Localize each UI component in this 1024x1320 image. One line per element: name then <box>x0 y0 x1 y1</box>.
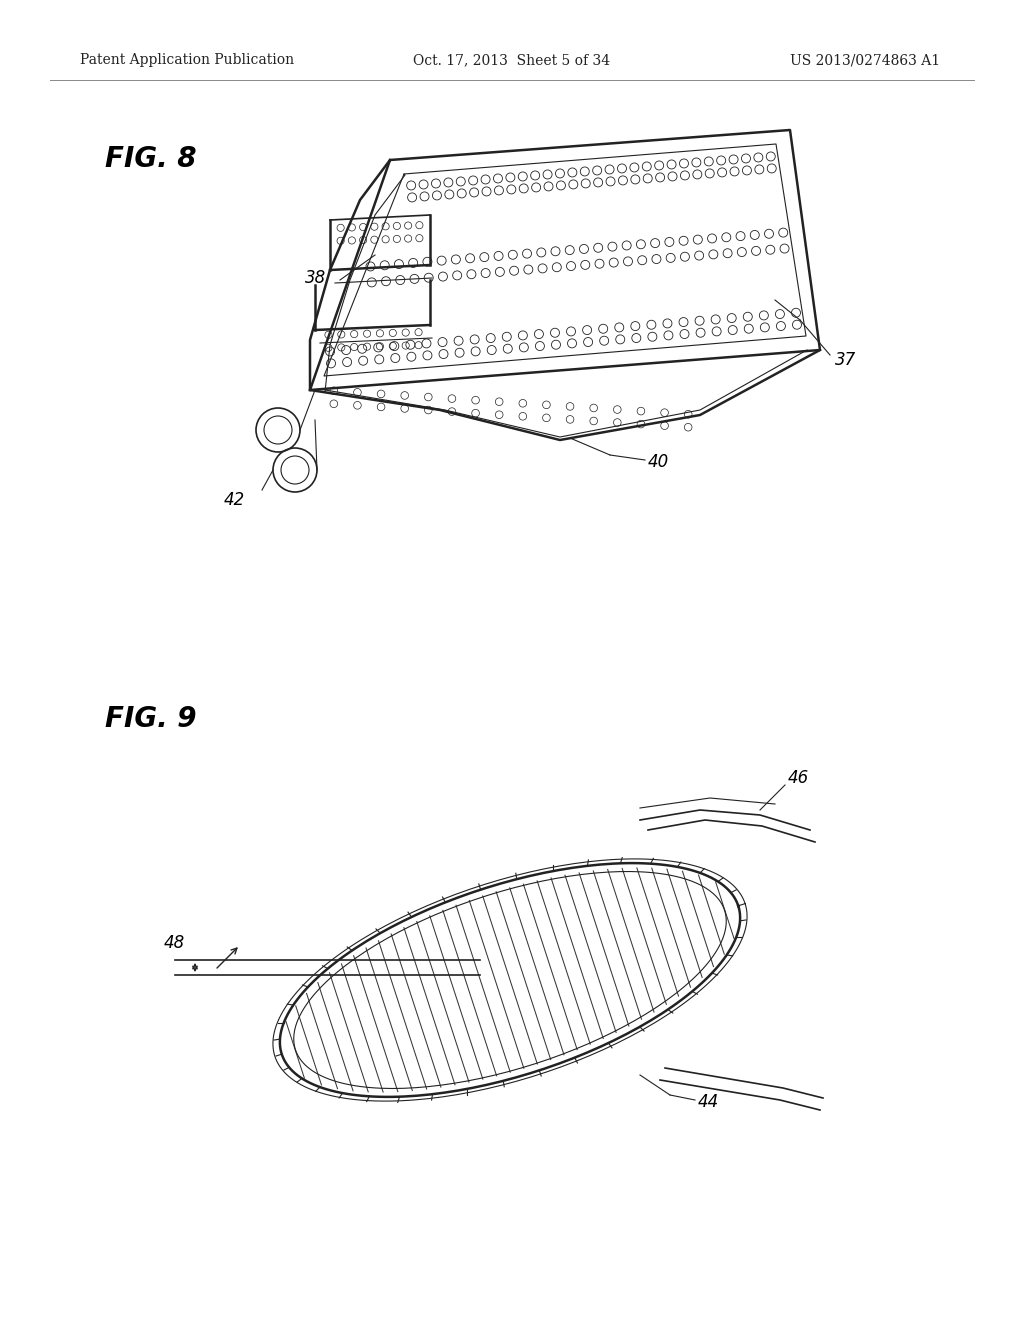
Text: Oct. 17, 2013  Sheet 5 of 34: Oct. 17, 2013 Sheet 5 of 34 <box>414 53 610 67</box>
Text: 38: 38 <box>305 269 327 286</box>
Text: 42: 42 <box>224 491 245 510</box>
Text: 37: 37 <box>835 351 856 370</box>
Text: FIG. 8: FIG. 8 <box>105 145 197 173</box>
Text: 48: 48 <box>164 933 185 952</box>
Text: 46: 46 <box>788 770 809 787</box>
Text: Patent Application Publication: Patent Application Publication <box>80 53 294 67</box>
Text: FIG. 9: FIG. 9 <box>105 705 197 733</box>
Text: 40: 40 <box>648 453 670 471</box>
Text: US 2013/0274863 A1: US 2013/0274863 A1 <box>790 53 940 67</box>
Text: 44: 44 <box>698 1093 719 1111</box>
